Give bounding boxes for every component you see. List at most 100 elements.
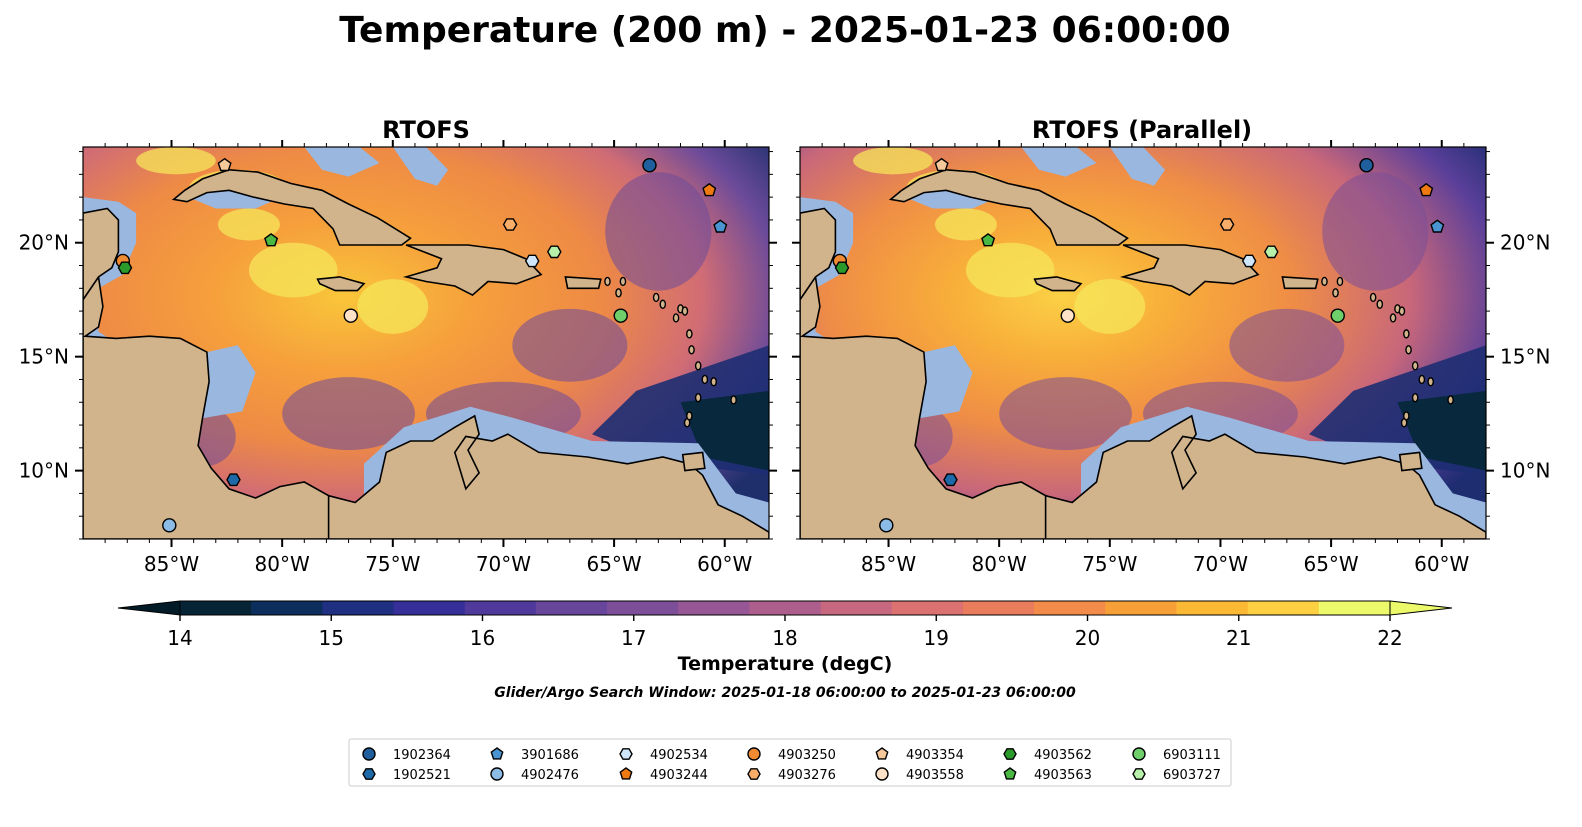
legend-label: 4903562 — [1034, 748, 1092, 763]
colorbar-segment — [1176, 601, 1249, 615]
legend-label: 4903250 — [778, 748, 836, 763]
colorbar-segment — [464, 601, 537, 615]
colorbar-tick-label: 17 — [621, 626, 646, 650]
float-marker-4902476 — [879, 518, 894, 533]
float-marker-1902521 — [943, 473, 958, 487]
lon-tick-label: 75°W — [1082, 552, 1137, 576]
legend-label: 4903244 — [650, 768, 708, 783]
colorbar-segment — [535, 601, 608, 615]
float-marker-4903244 — [702, 182, 717, 197]
legend-item-1902521: 1902521 — [362, 768, 451, 783]
float-marker-4903562 — [834, 261, 850, 275]
legend-label: 6903111 — [1163, 748, 1221, 763]
colorbar-tick-label: 20 — [1075, 626, 1100, 650]
lon-tick-label: 70°W — [476, 552, 531, 576]
colorbar-over-arrow — [1389, 600, 1453, 616]
legend-label: 1902521 — [393, 768, 451, 783]
lat-tick-label: 20°N — [1500, 231, 1550, 255]
lon-tick-label: 80°W — [255, 552, 310, 576]
colorbar-segment — [962, 601, 1035, 615]
legend-item-4903563: 4903563 — [1003, 767, 1092, 783]
float-marker-4903558 — [1060, 308, 1075, 323]
colorbar-segment — [678, 601, 751, 615]
float-marker-4903563 — [264, 233, 279, 247]
colorbar-segment — [1034, 601, 1106, 615]
colorbar-segment — [393, 601, 466, 615]
float-marker-6903111 — [1330, 308, 1345, 323]
float-marker-4903244 — [1419, 182, 1434, 197]
lat-tick-label: 15°N — [1500, 345, 1550, 369]
colorbar-tick-label: 16 — [470, 626, 495, 650]
lon-tick-label: 65°W — [586, 552, 641, 576]
colorbar-segment — [1247, 601, 1320, 615]
legend-item-3901686: 3901686 — [490, 747, 579, 763]
panel-title-rtofs: RTOFS — [382, 116, 470, 144]
colorbar-segment — [749, 601, 822, 615]
float-marker-4903563 — [981, 233, 996, 247]
legend-item-4903354: 4903354 — [875, 747, 964, 763]
legend-item-4903244: 4903244 — [619, 767, 708, 783]
float-marker-4902534 — [1241, 254, 1257, 268]
colorbar-segment — [1318, 601, 1391, 615]
float-marker-4903354 — [217, 157, 232, 172]
colorbar-segment — [1105, 601, 1178, 615]
colorbar-label: Temperature (degC) — [678, 653, 893, 675]
float-marker-3901686 — [713, 219, 728, 233]
float-marker-6903111 — [613, 308, 628, 323]
colorbar-segment — [251, 601, 323, 615]
float-marker-6903727 — [546, 245, 562, 259]
legend-label: 4902476 — [521, 768, 579, 783]
map-panel-rtofs-parallel: RTOFS (Parallel) 85°W 80°W 75°W 70°W 65°W 60°… — [792, 116, 1550, 576]
lon-tick-label: 60°W — [1414, 552, 1469, 576]
search-window-caption: Glider/Argo Search Window: 2025-01-18 06… — [494, 685, 1076, 701]
float-marker-1902364 — [642, 158, 657, 173]
float-marker-4902476 — [162, 518, 177, 533]
legend-item-4903562: 4903562 — [1003, 748, 1092, 763]
legend-label: 4902534 — [650, 748, 708, 763]
lat-tick-label: 15°N — [19, 345, 69, 369]
colorbar-tick-label: 15 — [319, 626, 344, 650]
colorbar: 14 15 16 17 18 19 20 21 22 — [117, 600, 1453, 650]
colorbar-tick-label: 14 — [167, 626, 192, 650]
colorbar-tick-label: 19 — [924, 626, 949, 650]
float-marker-4902534 — [524, 254, 540, 268]
lon-tick-label: 85°W — [861, 552, 916, 576]
float-marker-1902364 — [1359, 158, 1374, 173]
lon-tick-label: 80°W — [972, 552, 1027, 576]
float-marker-4903558 — [343, 308, 358, 323]
colorbar-tick-label: 22 — [1377, 626, 1402, 650]
lat-tick-label: 20°N — [19, 231, 69, 255]
legend-item-4903276: 4903276 — [747, 768, 836, 783]
legend-item-1902364: 1902364 — [362, 747, 451, 763]
legend-label: 3901686 — [521, 748, 579, 763]
colorbar-segment — [322, 601, 395, 615]
lat-tick-label: 10°N — [1500, 459, 1550, 483]
legend-item-4903558: 4903558 — [875, 767, 964, 783]
legend-label: 4903276 — [778, 768, 836, 783]
lat-tick-label: 10°N — [19, 459, 69, 483]
colorbar-segment — [180, 601, 252, 615]
legend-label: 1902364 — [393, 748, 451, 763]
float-marker-3901686 — [1430, 219, 1445, 233]
legend-item-4903250: 4903250 — [747, 747, 836, 763]
lon-tick-label: 60°W — [697, 552, 752, 576]
map-panel-rtofs: RTOFS 85°W 80°W 75°W 70°W 65°W 60°W 20°N 15°N 10… — [19, 116, 777, 576]
float-marker-4903276 — [1219, 218, 1235, 231]
legend-label: 4903563 — [1034, 768, 1092, 783]
figure-title: Temperature (200 m) - 2025-01-23 06:00:0… — [339, 10, 1230, 51]
colorbar-segment — [891, 601, 964, 615]
lon-tick-label: 70°W — [1193, 552, 1248, 576]
lon-tick-label: 85°W — [144, 552, 199, 576]
legend-label: 6903727 — [1163, 768, 1221, 783]
colorbar-tick-label: 18 — [772, 626, 797, 650]
colorbar-segment — [820, 601, 893, 615]
colorbar-segment — [607, 601, 679, 615]
lon-tick-label: 65°W — [1303, 552, 1358, 576]
legend-label: 4903354 — [906, 748, 964, 763]
colorbar-under-arrow — [117, 600, 181, 616]
colorbar-tick-label: 21 — [1226, 626, 1251, 650]
legend-item-6903727: 6903727 — [1132, 768, 1221, 783]
legend-label: 4903558 — [906, 768, 964, 783]
legend-item-4902534: 4902534 — [619, 748, 708, 763]
float-marker-1902521 — [226, 473, 241, 487]
